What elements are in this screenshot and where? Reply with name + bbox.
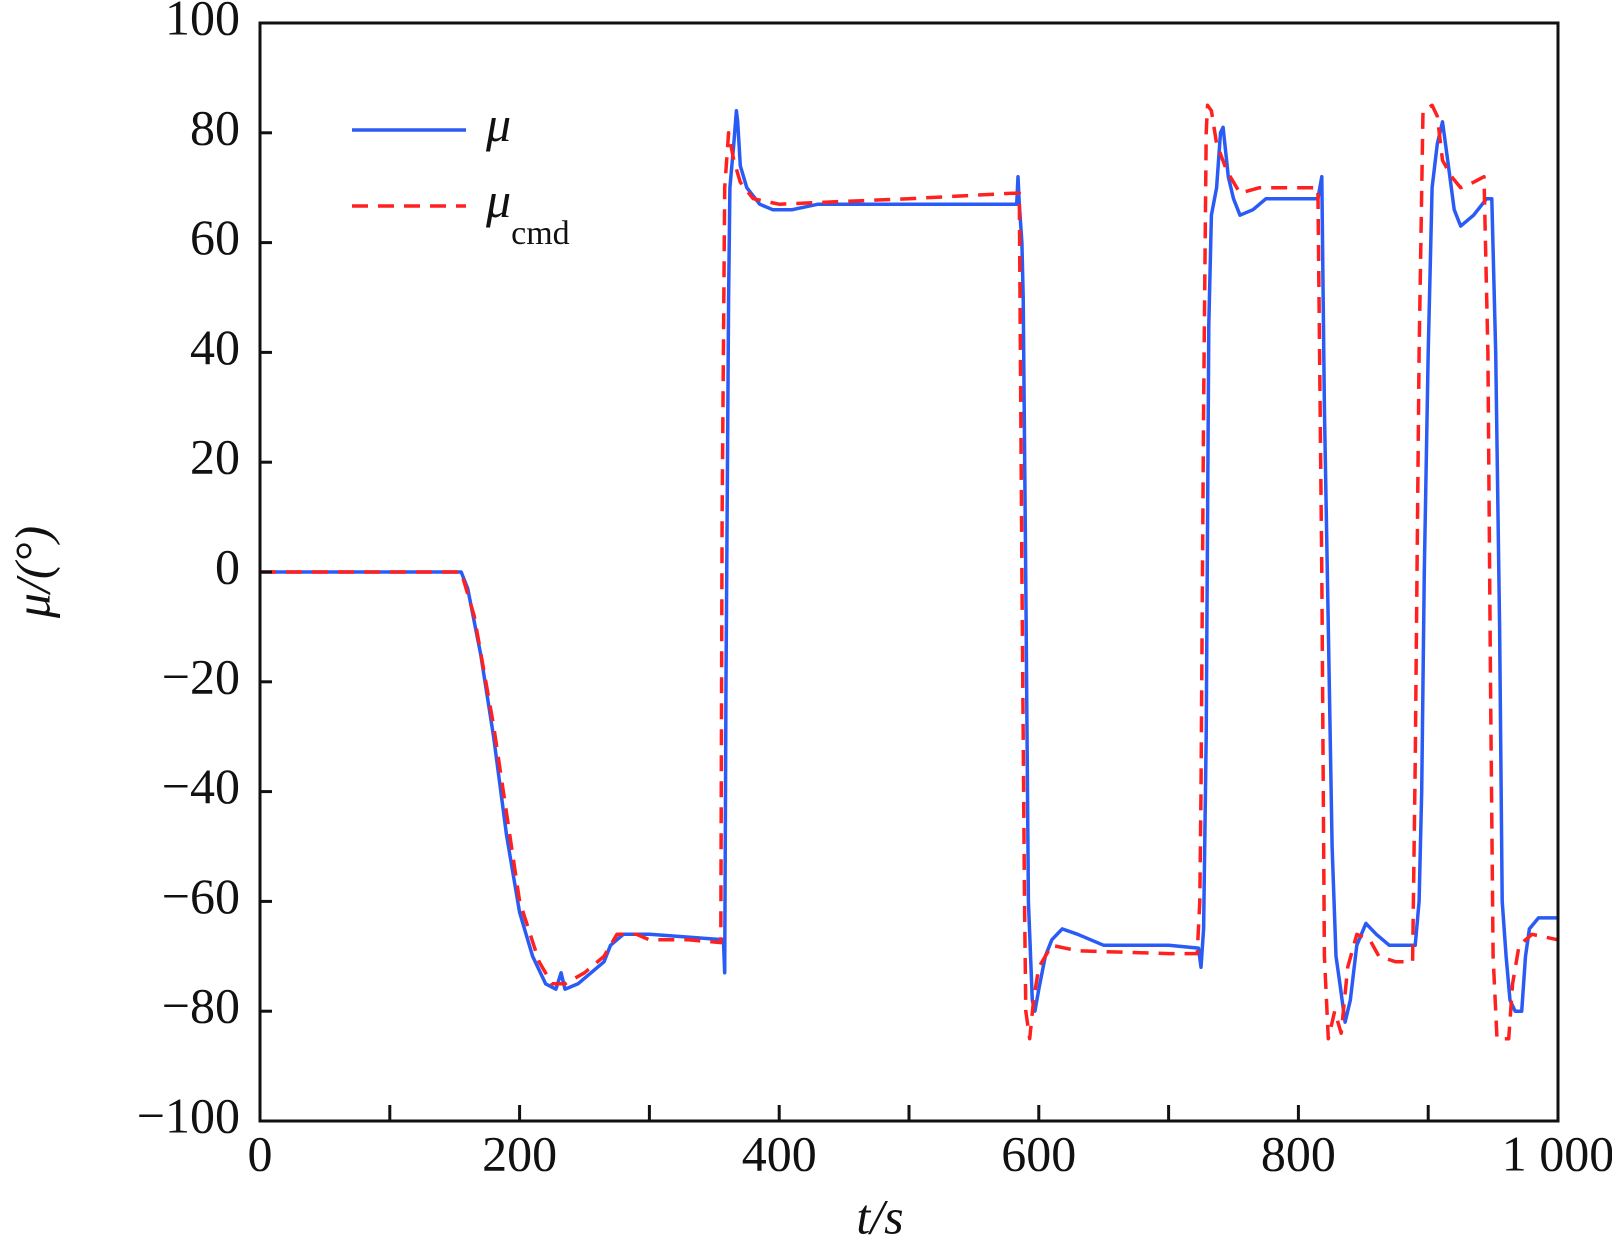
y-tick-label: 80: [190, 99, 240, 155]
legend-label: μcmd: [485, 172, 570, 251]
x-tick-label: 1 000: [1502, 1125, 1612, 1181]
y-tick-label: 0: [215, 538, 240, 594]
y-tick-label: −40: [162, 758, 240, 814]
series-line: [260, 109, 1558, 1024]
y-tick-label: 40: [190, 319, 240, 375]
legend-name: μ: [485, 172, 511, 228]
y-tick-label: −100: [137, 1087, 240, 1143]
y-tick-label: −80: [162, 978, 240, 1034]
y-axis-label: μ/(°): [4, 526, 60, 619]
x-tick-label: 200: [482, 1125, 557, 1181]
y-tick-label: 20: [190, 429, 240, 485]
series-line: [260, 103, 1559, 1041]
x-tick-label: 800: [1261, 1125, 1336, 1181]
x-tick-label: 0: [248, 1125, 273, 1181]
y-tick-label: −60: [162, 868, 240, 924]
x-axis-label: t/s: [856, 1188, 903, 1244]
y-tick-label: −20: [162, 648, 240, 704]
x-tick-label: 600: [1001, 1125, 1076, 1181]
legend-name: μ: [485, 96, 511, 152]
legend-subscript: cmd: [511, 215, 570, 252]
y-tick-label: 100: [165, 0, 240, 45]
legend-label: μ: [485, 96, 511, 152]
y-tick-label: 60: [190, 209, 240, 265]
x-tick-label: 400: [742, 1125, 817, 1181]
